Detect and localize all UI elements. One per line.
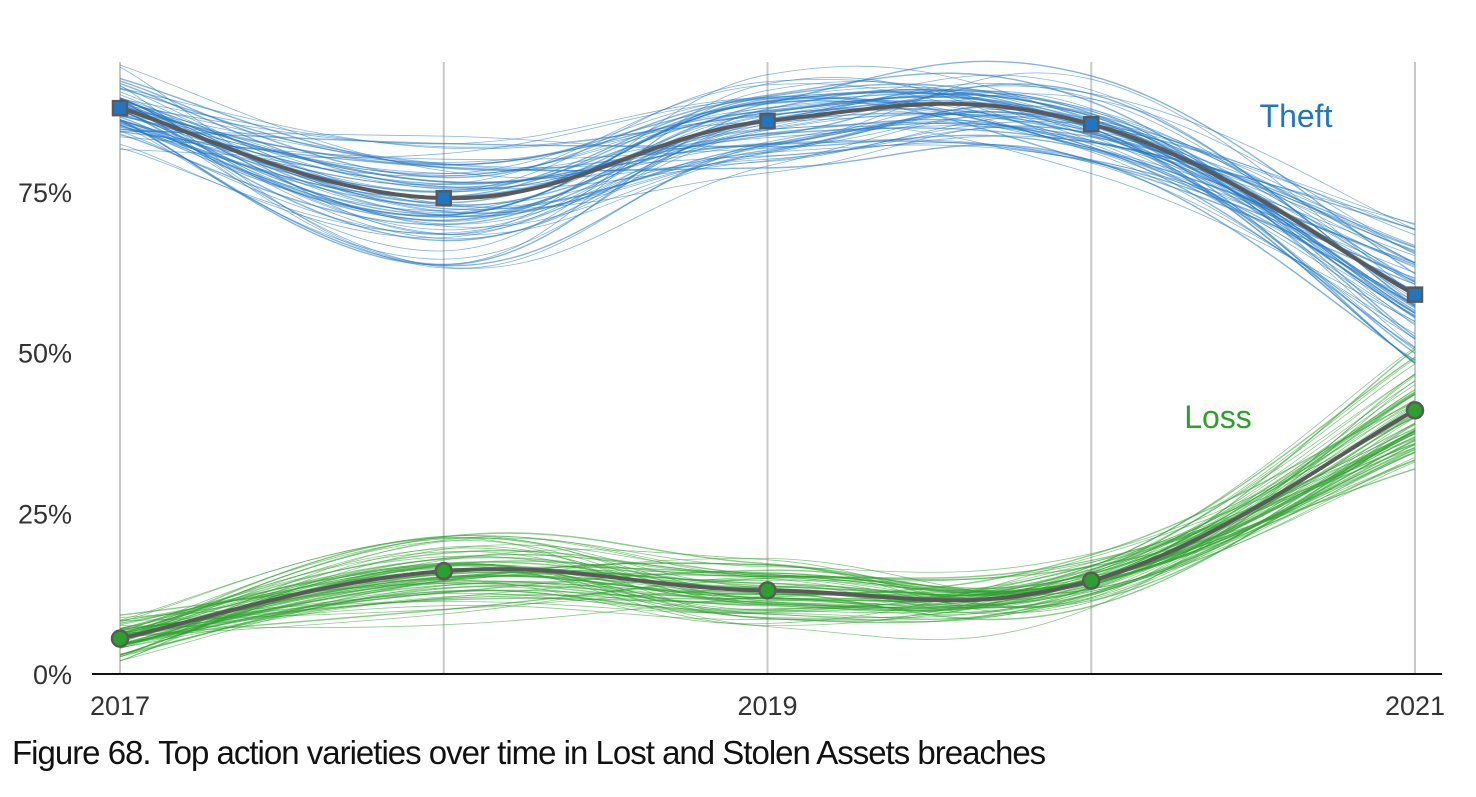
chart-caption: Figure 68. Top action varieties over tim… [12, 734, 1046, 771]
x-tick-label: 2017 [90, 691, 150, 721]
loss-draw [119, 415, 1416, 640]
data-markers [110, 99, 1425, 648]
theft-draw [119, 78, 1416, 316]
theft-draw [119, 80, 1416, 266]
tick-labels: 0% 25% 50% 75% 2017 2019 2021 [18, 178, 1445, 721]
theft-draw [119, 88, 1416, 264]
loss-draw [119, 422, 1416, 635]
theft-draw [119, 115, 1416, 364]
theft-draw [119, 123, 1416, 264]
theft-draw [119, 94, 1416, 334]
x-tick-label: 2019 [737, 691, 797, 721]
theft-draw [119, 77, 1416, 306]
loss-draw [119, 440, 1416, 646]
theft-draw [119, 114, 1416, 230]
theft-draw [119, 97, 1416, 324]
y-tick-label: 25% [18, 499, 72, 529]
loss-draw [119, 451, 1416, 626]
loss-point-2017 [110, 629, 130, 648]
loss-point-2018 [434, 561, 453, 581]
theft-point-2020 [1083, 115, 1100, 133]
theft-draw [119, 97, 1416, 302]
theft-label: Theft [1260, 98, 1333, 134]
x-tick-label: 2021 [1385, 691, 1445, 721]
theft-point-2021 [1406, 286, 1424, 303]
y-tick-label: 75% [18, 178, 72, 208]
loss-draw [119, 449, 1416, 621]
loss-uncertainty-lines [119, 347, 1416, 662]
theft-draw [119, 88, 1416, 263]
loss-point-2021 [1405, 401, 1425, 420]
loss-point-2020 [1082, 571, 1101, 591]
y-tick-label: 0% [33, 660, 72, 690]
loss-draw [119, 358, 1416, 635]
loss-draw [119, 432, 1416, 645]
theft-point-2018 [435, 189, 452, 207]
theft-draw [119, 99, 1416, 283]
loss-draw [119, 399, 1416, 632]
y-tick-label: 50% [18, 339, 72, 369]
loss-point-2019 [758, 581, 777, 600]
theft-draw [119, 98, 1416, 285]
theft-draw [119, 88, 1416, 354]
loss-draw [119, 443, 1416, 641]
theft-uncertainty-lines [119, 60, 1416, 365]
loss-label: Loss [1184, 399, 1252, 435]
line-chart: 0% 25% 50% 75% 2017 2019 2021 Theft Loss [18, 60, 1445, 721]
loss-draw [119, 384, 1416, 636]
theft-draw [119, 128, 1416, 305]
theft-point-2017 [111, 99, 129, 117]
loss-draw [119, 417, 1416, 643]
theft-draw [119, 97, 1416, 318]
series-labels: Theft Loss [1184, 98, 1332, 435]
theft-point-2019 [759, 112, 776, 130]
theft-draw [119, 98, 1416, 364]
